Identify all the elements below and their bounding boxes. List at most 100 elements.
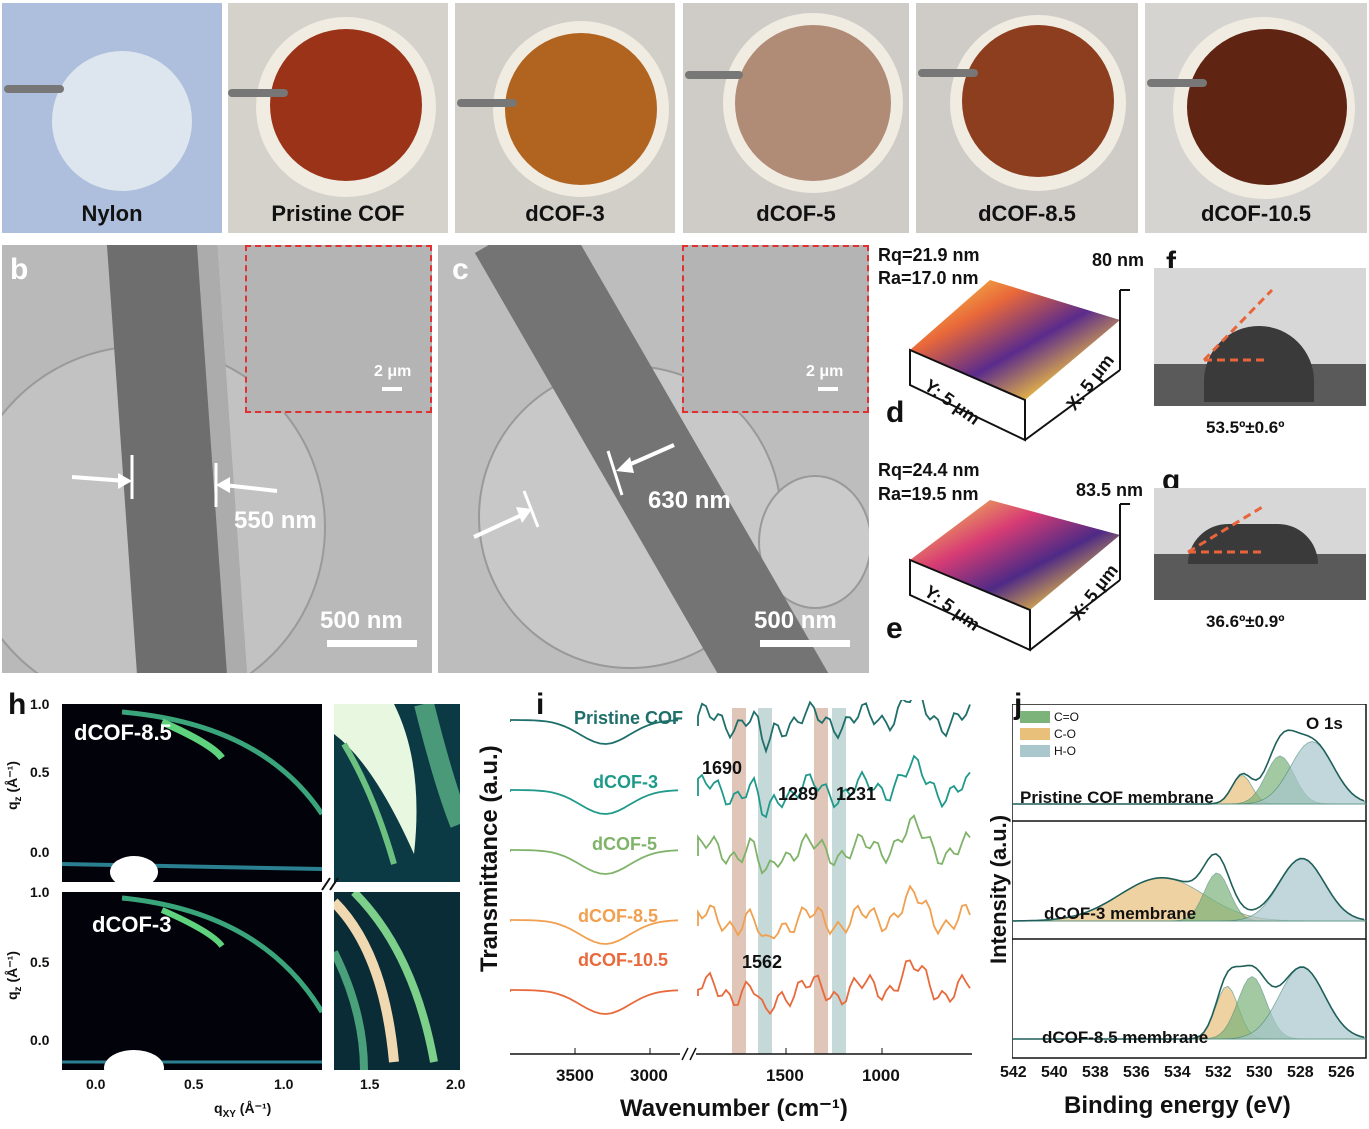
afm-d-zscale: 80 nm [1092,250,1145,270]
h-xtick: 0.0 [86,1076,106,1092]
j-xtick: 536 [1123,1064,1150,1081]
scale-bar-label-b: 500 nm [320,607,403,634]
ftir-series-label: dCOF-3 [593,772,658,792]
afm-d-ra: Ra=17.0 nm [878,268,979,288]
legend-label: H-O [1054,743,1076,758]
inset-scale-b: 2 μm [374,363,412,380]
photo-dcof-10-5: dCOF-10.5 [1145,3,1367,233]
photo-pristine-cof: Pristine COF [228,3,448,233]
photo-dcof-5: dCOF-5 [683,3,909,233]
contact-angle-f: 53.5º±0.6º [1206,418,1285,437]
photo-label: dCOF-8.5 [978,201,1076,226]
ftir-peak-label: 1231 [836,784,877,804]
scale-bar-c [760,640,850,647]
ftir-series-line [510,989,679,1015]
thickness-arrows-b [71,455,278,507]
j-xtick: 542 [1000,1064,1027,1081]
ftir-series-label: dCOF-10.5 [578,950,669,970]
xps-chart [1012,704,1368,1059]
thickness-b: 550 nm [234,507,317,534]
ftir-series-line [510,919,679,945]
panel-label-h: h [8,688,27,721]
i-xtick: 3000 [630,1066,668,1085]
i-xlabel: Wavenumber (cm⁻¹) [620,1095,848,1122]
i-ylabel: Transmittance (a.u.) [476,745,503,972]
ftir-series-line [697,754,971,819]
h-ytick: 0.5 [30,764,50,780]
afm-d-rq: Rq=21.9 nm [878,245,980,265]
h-xtick: 2.0 [446,1076,466,1092]
xps-panel-label: dCOF-3 membrane [1044,904,1197,923]
giwaxs-bottom-left: dCOF-3 [62,892,322,1070]
giwaxs-bottom-right [334,892,460,1070]
giwaxs-top-label: dCOF-8.5 [74,720,172,745]
giwaxs-bottom-label: dCOF-3 [92,912,172,937]
thickness-c: 630 nm [648,487,731,514]
h-xtick: 1.5 [360,1076,380,1092]
photo-dcof-3: dCOF-3 [455,3,675,233]
legend-label: C=O [1054,709,1080,724]
h-ytick: 1.0 [30,696,50,712]
giwaxs-top-left: dCOF-8.5 [62,704,322,882]
panel-label-i: i [536,688,545,721]
ftir-series-label: dCOF-5 [592,834,657,854]
xps-legend: C=O C-O H-O [1020,708,1079,759]
xps-panel-label: dCOF-8.5 membrane [1042,1028,1209,1047]
inset-b [245,245,432,413]
photo-label: Pristine COF [271,201,405,226]
j-xtick: 540 [1041,1064,1068,1081]
ftir-series-line [697,814,971,875]
photo-label: dCOF-5 [756,201,836,226]
panel-label-b: b [10,253,29,286]
axis-break-h [321,877,339,891]
panel-label-d: d [886,396,905,429]
contact-angle-g: 36.6º±0.9º [1206,612,1285,631]
ftir-series-line [510,789,679,815]
inset-scale-c: 2 μm [806,363,844,380]
afm-e-ra: Ra=19.5 nm [878,484,979,504]
xps-envelope [1012,853,1365,922]
legend-swatch-h-o [1020,744,1050,757]
panel-label-f: f [1166,246,1176,279]
ftir-series-line [697,884,971,940]
ftir-series-label: Pristine COF [574,708,684,728]
scale-bar-b [327,640,417,647]
photo-label: dCOF-3 [525,201,605,226]
h-xlabel: qXY (Å⁻¹) [214,1100,272,1120]
ftir-series-line [510,849,679,875]
afm-e-zscale: 83.5 nm [1076,480,1144,500]
ftir-series-line [697,700,971,754]
photo-label: dCOF-10.5 [1200,201,1312,226]
xps-envelope [1012,729,1365,805]
afm-surface-e [909,500,1130,652]
i-xtick: 1500 [766,1066,804,1085]
legend-label: C-O [1054,726,1076,741]
contact-angle-image-f [1154,268,1366,406]
photo-dcof-8-5: dCOF-8.5 [916,3,1138,233]
xps-title: O 1s [1306,714,1343,733]
ftir-series-line [510,719,679,745]
j-ylabel: Intensity (a.u.) [986,814,1011,964]
contact-angle-image-g [1154,488,1366,600]
ftir-series-line [697,959,971,1016]
j-xtick: 530 [1246,1064,1273,1081]
h-ytick: 0.5 [30,954,50,970]
j-xtick: 526 [1328,1064,1355,1081]
panel-label-e: e [886,612,903,645]
inset-c [682,245,869,413]
h-ytick: 1.0 [30,884,50,900]
ftir-chart [510,700,972,1061]
h-xtick: 1.0 [274,1076,294,1092]
i-xtick: 1000 [862,1066,900,1085]
ftir-peak-label: 1289 [778,784,819,804]
tem-image-b: 2 μm b 550 nm 500 nm [2,245,432,673]
h-ytick: 0.0 [30,1032,50,1048]
ftir-peak-label: 1562 [742,952,783,972]
scale-bar-label-c: 500 nm [754,607,837,634]
thickness-arrows-c [473,443,675,539]
h-ylabel-bottom: qz (Å⁻¹) [4,951,24,1000]
xps-envelope [1012,964,1365,1040]
tem-image-c: 2 μm c 630 nm 500 nm [438,245,869,673]
ftir-peak-label: 1690 [702,758,743,778]
afm-e-rq: Rq=24.4 nm [878,460,980,480]
